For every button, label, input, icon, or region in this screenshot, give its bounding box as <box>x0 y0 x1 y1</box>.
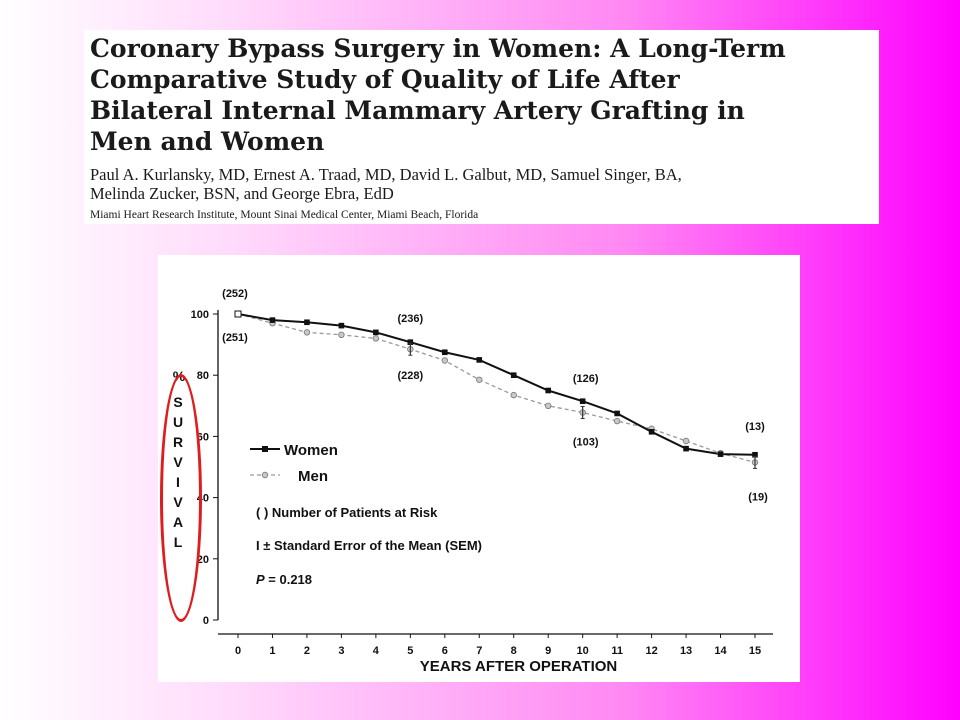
p-value-number: = 0.218 <box>265 572 312 587</box>
authors-line: Paul A. Kurlansky, MD, Ernest A. Traad, … <box>90 165 682 184</box>
men-series-line <box>237 313 756 464</box>
men-data-point <box>372 335 380 342</box>
at-risk-label: (252) <box>222 288 248 300</box>
women-data-point <box>717 451 724 457</box>
x-tick-label: 6 <box>442 645 448 657</box>
at-risk-label: (236) <box>397 313 423 325</box>
women-data-point <box>476 357 483 363</box>
men-data-point <box>476 376 483 383</box>
x-tick-label: 7 <box>476 645 482 657</box>
women-data-point <box>648 429 655 435</box>
men-data-point <box>545 402 552 409</box>
men-data-point <box>338 331 345 339</box>
y-tick-label: 100 <box>191 309 209 321</box>
men-data-point <box>510 391 517 399</box>
men-data-point <box>682 437 690 445</box>
x-tick-label: 9 <box>545 645 551 657</box>
men-data-point <box>303 329 311 336</box>
legend-sem-note: I ± Standard Error of the Mean (SEM) <box>256 538 482 553</box>
women-data-point <box>407 339 414 345</box>
women-data-point <box>752 451 758 458</box>
at-risk-label: (126) <box>573 373 599 385</box>
x-tick-label: 2 <box>304 645 310 657</box>
x-tick-label: 13 <box>680 645 692 657</box>
legend-women-label: Women <box>284 442 338 459</box>
women-data-point <box>338 322 345 329</box>
men-data-point <box>441 357 448 364</box>
at-risk-label: (103) <box>573 437 599 449</box>
paper-header: Coronary Bypass Surgery in Women: A Long… <box>84 30 879 224</box>
paper-title-line: Bilateral Internal Mammary Artery Grafti… <box>90 96 745 125</box>
at-risk-label: (251) <box>222 332 248 344</box>
y-tick-label: 20 <box>197 554 209 566</box>
y-tick-label: 0 <box>203 615 209 627</box>
women-data-point <box>373 329 379 336</box>
x-tick-label: 1 <box>269 645 275 657</box>
paper-title: Coronary Bypass Surgery in Women: A Long… <box>90 33 873 157</box>
x-tick-label: 3 <box>338 645 344 657</box>
x-tick-label: 11 <box>611 645 623 657</box>
paper-title-line: Men and Women <box>90 127 325 156</box>
women-data-point <box>545 387 551 394</box>
women-data-point <box>304 319 310 326</box>
paper-authors: Paul A. Kurlansky, MD, Ernest A. Traad, … <box>90 165 873 203</box>
x-tick-label: 15 <box>749 645 761 657</box>
at-risk-label: (19) <box>748 491 768 503</box>
legend-women-marker <box>262 446 268 452</box>
women-data-point <box>683 445 689 452</box>
women-data-point <box>234 310 242 318</box>
x-tick-label: 0 <box>235 645 241 657</box>
men-data-point <box>613 417 621 425</box>
x-tick-label: 8 <box>511 645 517 657</box>
y-tick-label: 60 <box>197 431 209 443</box>
paper-affiliation: Miami Heart Research Institute, Mount Si… <box>90 209 479 221</box>
legend-at-risk-note: ( ) Number of Patients at Risk <box>256 505 438 520</box>
p-value-symbol: P <box>256 572 265 587</box>
women-series-line <box>237 313 756 456</box>
x-axis-title: YEARS AFTER OPERATION <box>420 658 618 675</box>
x-tick-label: 4 <box>373 645 380 657</box>
women-data-point <box>579 398 586 405</box>
legend-men-label: Men <box>298 468 328 485</box>
authors-line: Melinda Zucker, BSN, and George Ebra, Ed… <box>90 184 394 203</box>
x-tick-label: 10 <box>577 645 589 657</box>
x-tick-label: 14 <box>714 645 727 657</box>
at-risk-label: (228) <box>397 370 423 382</box>
x-tick-label: 12 <box>645 645 657 657</box>
women-data-point <box>442 349 448 356</box>
women-data-point <box>510 372 517 378</box>
x-tick-label: 5 <box>407 645 413 657</box>
at-risk-label: (13) <box>745 421 765 433</box>
women-data-point <box>614 410 620 417</box>
p-value-text: P = 0.218 <box>256 572 312 587</box>
paper-title-line: Coronary Bypass Surgery in Women: A Long… <box>90 34 786 63</box>
paper-title-line: Comparative Study of Quality of Life Aft… <box>90 65 680 94</box>
women-data-point <box>269 317 276 323</box>
y-axis-label-highlight-oval <box>160 374 202 622</box>
survival-chart: 0 20 40 60 80 100 0 1 2 3 4 5 6 7 8 9 10 11 12 13 14 15 YEARS … <box>158 255 800 682</box>
y-tick-label: 80 <box>197 370 209 382</box>
legend-men-marker <box>261 471 269 479</box>
